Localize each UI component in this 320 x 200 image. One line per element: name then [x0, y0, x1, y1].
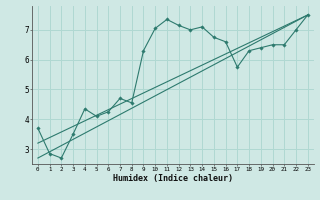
X-axis label: Humidex (Indice chaleur): Humidex (Indice chaleur)	[113, 174, 233, 183]
